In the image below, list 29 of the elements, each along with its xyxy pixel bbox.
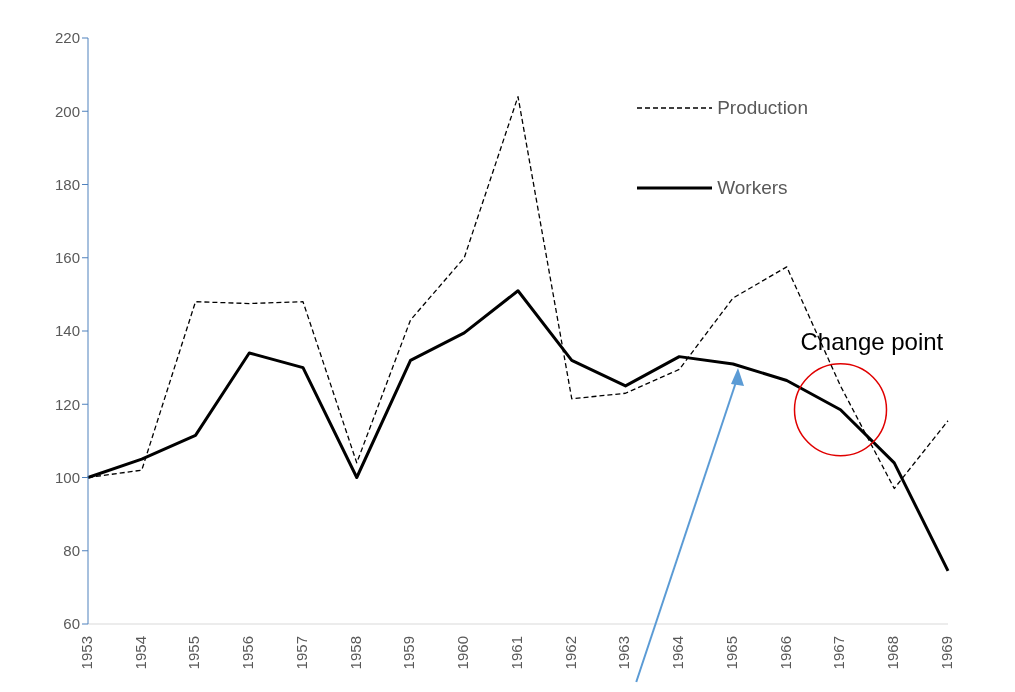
y-tick-label: 80 xyxy=(63,542,80,560)
x-tick-label: 1956 xyxy=(239,636,257,670)
x-tick-label: 1963 xyxy=(615,636,633,670)
x-tick-label: 1968 xyxy=(884,636,902,670)
x-tick-label: 1964 xyxy=(669,636,687,670)
y-tick-label: 200 xyxy=(54,102,80,120)
y-tick-label: 180 xyxy=(54,175,80,193)
x-tick-label: 1960 xyxy=(454,636,472,670)
x-tick-label: 1953 xyxy=(77,636,95,670)
x-tick-label: 1955 xyxy=(185,636,203,670)
x-tick-label: 1967 xyxy=(830,636,848,670)
legend-label: Workers xyxy=(717,177,788,199)
x-tick-label: 1965 xyxy=(722,636,740,670)
y-tick-label: 160 xyxy=(54,249,80,267)
x-tick-label: 1958 xyxy=(346,636,364,670)
y-tick-label: 140 xyxy=(54,322,80,340)
x-tick-label: 1959 xyxy=(400,636,418,670)
x-tick-label: 1962 xyxy=(561,636,579,670)
x-tick-label: 1961 xyxy=(507,636,525,670)
y-tick-label: 60 xyxy=(63,615,80,633)
x-tick-label: 1957 xyxy=(292,636,310,670)
y-tick-label: 220 xyxy=(54,29,80,47)
y-tick-label: 120 xyxy=(54,395,80,413)
x-tick-label: 1969 xyxy=(937,636,955,670)
y-tick-label: 100 xyxy=(54,468,80,486)
annotation: Change point xyxy=(800,327,944,355)
x-tick-label: 1966 xyxy=(776,636,794,670)
legend-label: Production xyxy=(717,97,808,119)
x-tick-label: 1954 xyxy=(131,636,149,670)
